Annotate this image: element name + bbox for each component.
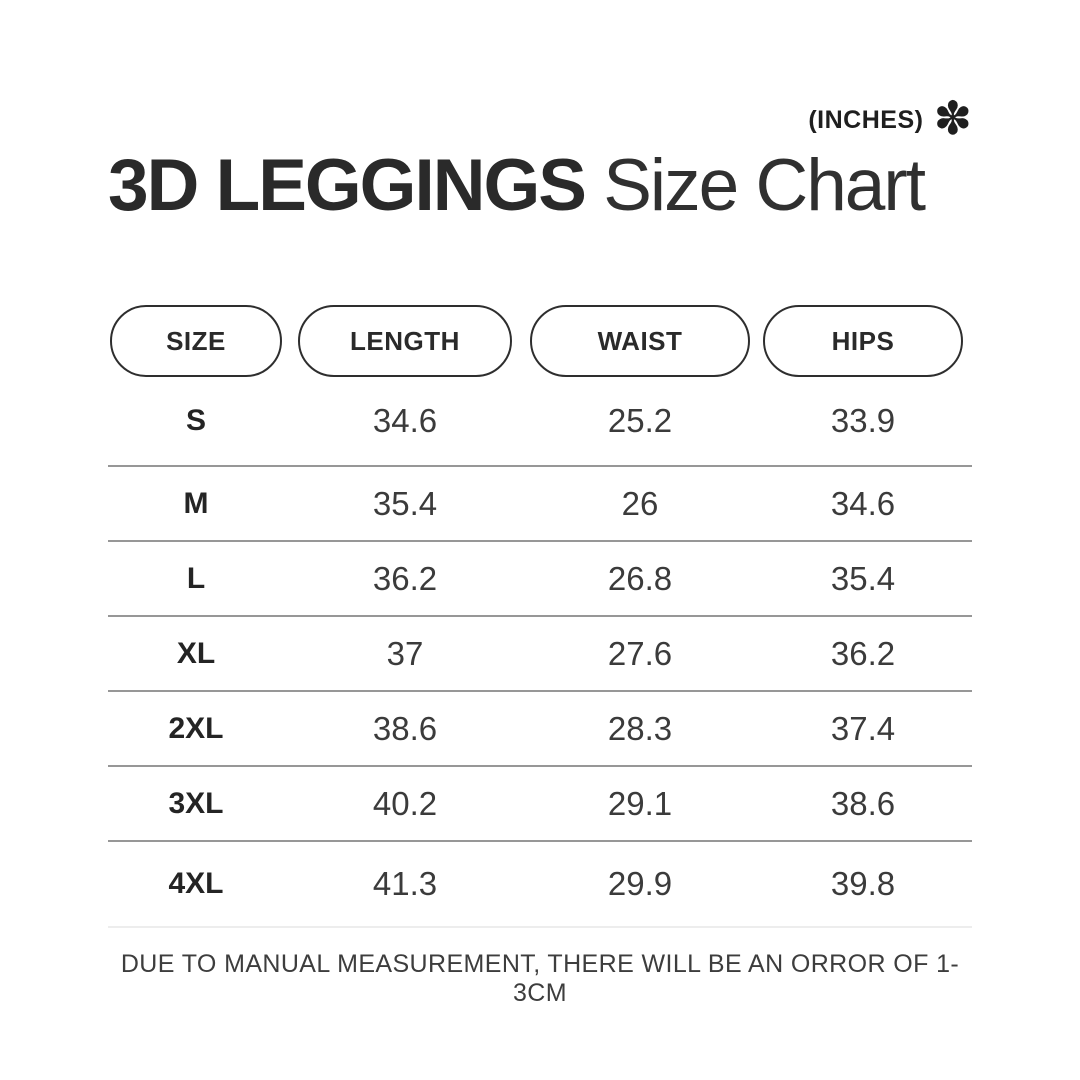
cell-hips: 34.6: [830, 484, 896, 522]
table-row-s: S 34.6 25.2 33.9: [108, 377, 972, 467]
cell-size: 2XL: [168, 711, 224, 745]
cell-length: 40.2: [372, 784, 438, 822]
column-header-waist-label: WAIST: [597, 325, 683, 356]
cell-length: 41.3: [372, 865, 438, 902]
cell-hips: 36.2: [830, 634, 896, 672]
table-row-l: L 36.2 26.8 35.4: [108, 542, 972, 617]
cell-length: 34.6: [372, 402, 438, 439]
page-title-suffix: Size Chart: [584, 145, 926, 226]
column-header-size-label: SIZE: [166, 325, 226, 356]
cell-length: 37: [386, 634, 424, 672]
cell-waist: 29.9: [607, 865, 673, 902]
cell-waist: 25.2: [607, 402, 673, 439]
cell-waist: 28.3: [607, 709, 673, 747]
page-title-product: 3D LEGGINGS: [108, 145, 587, 226]
size-table: S 34.6 25.2 33.9 M 35.4 26 34.6 L 36.2 2…: [108, 377, 972, 928]
unit-label: (INCHES): [808, 105, 924, 134]
cell-waist: 26.8: [607, 559, 673, 597]
cell-length: 35.4: [372, 484, 438, 522]
table-row-3xl: 3XL 40.2 29.1 38.6: [108, 767, 972, 842]
column-header-length-label: LENGTH: [350, 325, 460, 356]
cell-hips: 37.4: [830, 709, 896, 747]
table-row-4xl: 4XL 41.3 29.9 39.8: [108, 842, 972, 928]
cell-size: M: [183, 486, 209, 520]
unit-note: (INCHES) ✽: [108, 0, 972, 144]
column-header-hips-label: HIPS: [831, 325, 895, 356]
cell-hips: 39.8: [830, 865, 896, 902]
page-title: 3D LEGGINGS Size Chart: [108, 148, 972, 224]
cell-length: 36.2: [372, 559, 438, 597]
column-header-hips: HIPS: [763, 305, 963, 377]
cell-size: 4XL: [168, 867, 224, 900]
table-row-xl: XL 37 27.6 36.2: [108, 617, 972, 692]
cell-hips: 38.6: [830, 784, 896, 822]
cell-size: S: [185, 404, 206, 437]
cell-size: XL: [176, 636, 216, 670]
table-row-2xl: 2XL 38.6 28.3 37.4: [108, 692, 972, 767]
column-header-waist: WAIST: [530, 305, 750, 377]
cell-size: 3XL: [168, 786, 224, 820]
cell-waist: 27.6: [607, 634, 673, 672]
column-header-length: LENGTH: [298, 305, 512, 377]
cell-hips: 33.9: [830, 402, 896, 439]
table-row-m: M 35.4 26 34.6: [108, 467, 972, 542]
cell-size: L: [186, 561, 206, 595]
cell-waist: 26: [621, 484, 659, 522]
asterisk-icon: ✽: [933, 91, 972, 145]
cell-waist: 29.1: [607, 784, 673, 822]
cell-length: 38.6: [372, 709, 438, 747]
footnote: DUE TO MANUAL MEASUREMENT, THERE WILL BE…: [120, 950, 960, 1007]
cell-hips: 35.4: [830, 559, 896, 597]
column-header-size: SIZE: [110, 305, 282, 377]
table-header-row: SIZE LENGTH WAIST HIPS: [108, 305, 972, 377]
